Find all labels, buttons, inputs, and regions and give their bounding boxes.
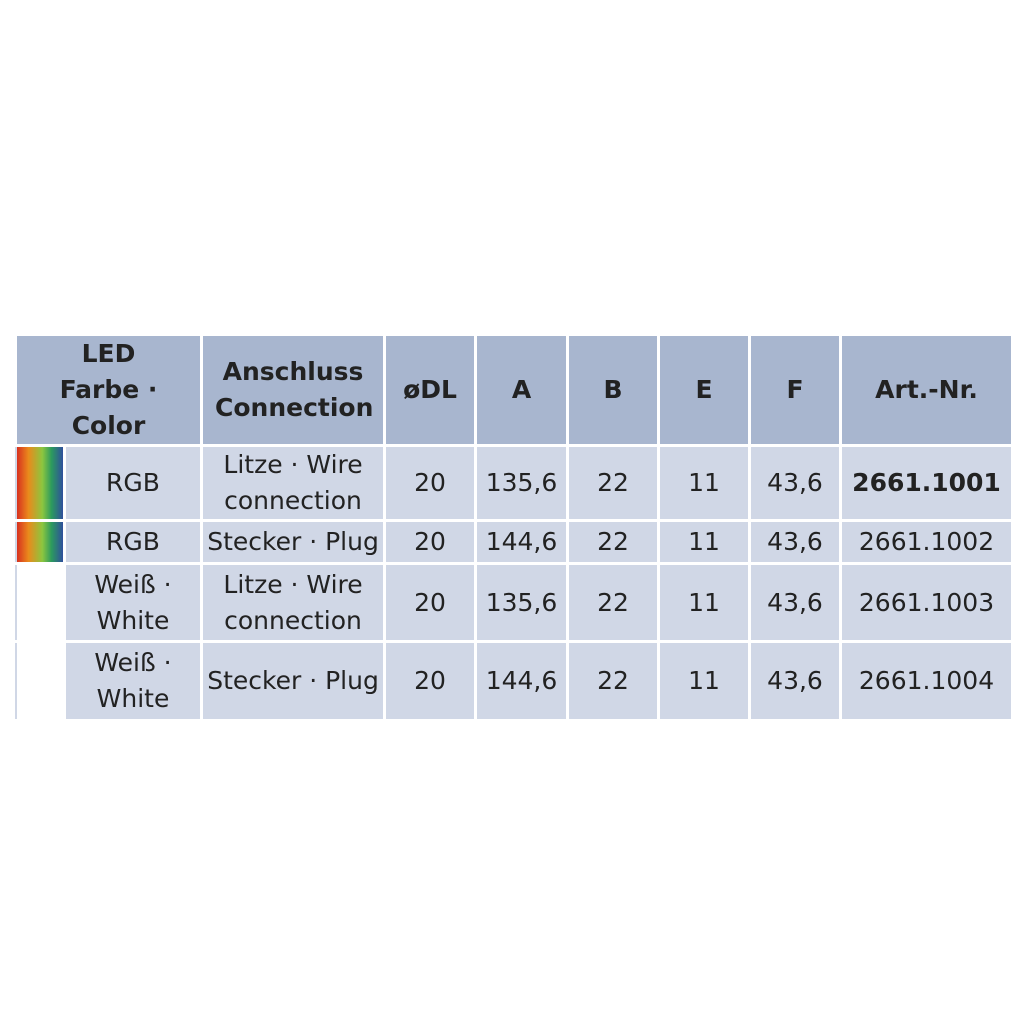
header-cell: F [748, 333, 843, 447]
cell: 11 [657, 444, 752, 522]
cell: RGB [62, 519, 204, 565]
cell: Stecker · Plug [200, 519, 387, 565]
cell: 135,6 [474, 562, 570, 643]
header-cell: øDL [383, 333, 478, 447]
cell: 11 [657, 562, 752, 643]
cell: 22 [566, 519, 661, 565]
cell: Stecker · Plug [200, 640, 387, 722]
color-swatch [14, 519, 66, 565]
cell: 43,6 [748, 640, 843, 722]
cell: 2661.1004 [839, 640, 1015, 722]
color-swatch [14, 562, 66, 643]
cell: Litze · Wire connection [200, 444, 387, 522]
color-swatch [14, 444, 66, 522]
cell: 144,6 [474, 519, 570, 565]
cell: RGB [62, 444, 204, 522]
spec-table: LED Farbe · Color Anschluss Connection ø… [13, 333, 1015, 722]
cell: 20 [383, 519, 478, 565]
header-cell: Anschluss Connection [200, 333, 387, 447]
row: RGB Stecker · Plug 20 144,6 22 11 43,6 2… [14, 519, 1015, 565]
cell: 22 [566, 640, 661, 722]
cell: 22 [566, 444, 661, 522]
cell: 22 [566, 562, 661, 643]
cell: 2661.1002 [839, 519, 1015, 565]
header-cell: A [474, 333, 570, 447]
cell: 43,6 [748, 444, 843, 522]
cell: 11 [657, 640, 752, 722]
header-row: LED Farbe · Color Anschluss Connection ø… [13, 333, 1015, 447]
cell: 144,6 [474, 640, 570, 722]
color-swatch [14, 640, 66, 722]
cell: 43,6 [748, 519, 843, 565]
header-cell: B [566, 333, 661, 447]
cell: 2661.1001 [839, 444, 1015, 522]
cell: Litze · Wire connection [200, 562, 387, 643]
header-cell: E [657, 333, 752, 447]
header-cell: Art.-Nr. [839, 333, 1015, 447]
row: RGB Litze · Wire connection 20 135,6 22 … [14, 444, 1015, 522]
row: Weiß · White Stecker · Plug 20 144,6 22 … [14, 640, 1015, 722]
cell: 43,6 [748, 562, 843, 643]
cell: 20 [383, 640, 478, 722]
cell: 135,6 [474, 444, 570, 522]
cell: 2661.1003 [839, 562, 1015, 643]
cell: 11 [657, 519, 752, 565]
header-cell: LED Farbe · Color [13, 333, 204, 447]
cell: Weiß · White [62, 562, 204, 643]
row: Weiß · White Litze · Wire connection 20 … [14, 562, 1015, 643]
cell: 20 [383, 444, 478, 522]
cell: Weiß · White [62, 640, 204, 722]
cell: 20 [383, 562, 478, 643]
